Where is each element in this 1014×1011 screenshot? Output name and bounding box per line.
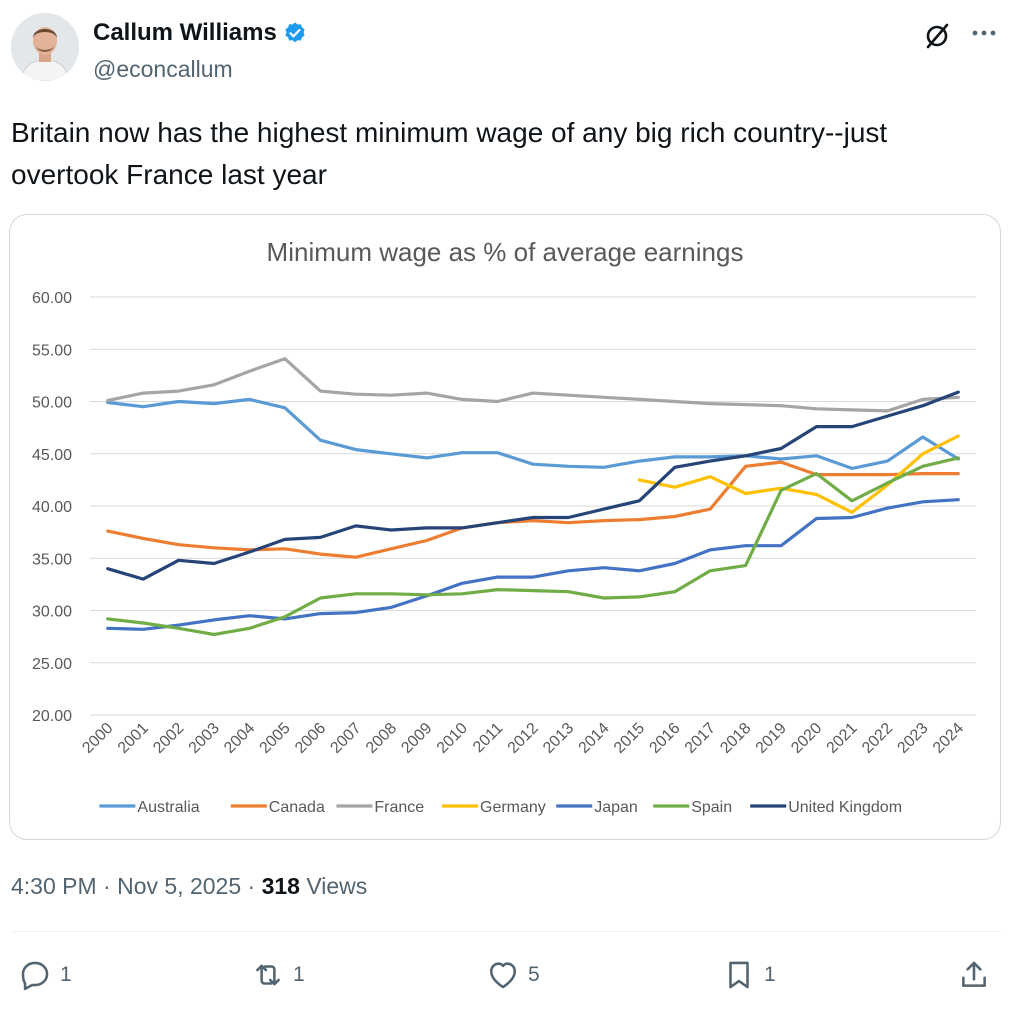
x-tick-label: 2009 bbox=[398, 720, 435, 757]
x-tick-label: 2016 bbox=[646, 720, 683, 757]
legend-label: Germany bbox=[480, 799, 546, 816]
series-line-australia bbox=[106, 397, 960, 470]
series-line-germany bbox=[637, 434, 960, 514]
x-tick-label: 2020 bbox=[788, 720, 825, 757]
like-count: 5 bbox=[528, 963, 540, 986]
grok-icon[interactable] bbox=[921, 20, 953, 52]
legend-label: Australia bbox=[137, 799, 199, 816]
x-tick-label: 2003 bbox=[186, 720, 223, 757]
bookmark-count: 1 bbox=[764, 963, 776, 986]
x-tick-label: 2018 bbox=[717, 720, 754, 757]
x-tick-label: 2001 bbox=[115, 720, 152, 757]
author-handle[interactable]: @econcallum bbox=[93, 56, 233, 82]
reply-count: 1 bbox=[60, 963, 72, 986]
share-icon bbox=[962, 961, 986, 987]
x-tick-label: 2021 bbox=[824, 720, 861, 757]
x-tick-label: 2000 bbox=[79, 720, 116, 757]
x-tick-label: 2012 bbox=[505, 720, 542, 757]
author-name[interactable]: Callum Williams bbox=[93, 19, 277, 46]
like-button[interactable]: 5 bbox=[486, 955, 540, 995]
x-tick-label: 2005 bbox=[257, 720, 294, 757]
legend-label: France bbox=[374, 799, 424, 816]
avatar[interactable] bbox=[11, 13, 79, 81]
x-tick-label: 2023 bbox=[894, 720, 931, 757]
x-tick-label: 2011 bbox=[470, 720, 506, 756]
share-button[interactable] bbox=[957, 955, 991, 995]
more-icon[interactable] bbox=[968, 20, 1000, 52]
x-tick-label: 2024 bbox=[930, 720, 967, 757]
legend-label: Canada bbox=[269, 799, 325, 816]
series-line-canada bbox=[106, 460, 960, 559]
author-name-row[interactable]: Callum Williams bbox=[93, 19, 307, 47]
views-count: 318 bbox=[261, 873, 300, 899]
bookmark-button[interactable]: 1 bbox=[722, 955, 776, 995]
x-tick-label: 2015 bbox=[611, 720, 648, 757]
x-tick-label: 2017 bbox=[682, 720, 719, 757]
timestamp[interactable]: 4:30 PM · Nov 5, 2025 · bbox=[11, 873, 262, 899]
legend-label: United Kingdom bbox=[788, 799, 902, 816]
x-tick-label: 2008 bbox=[363, 720, 400, 757]
tweet-metadata: 4:30 PM · Nov 5, 2025 · 318 Views bbox=[11, 873, 367, 900]
tweet-text: Britain now has the highest minimum wage… bbox=[11, 117, 888, 190]
x-tick-label: 2019 bbox=[753, 720, 790, 757]
y-tick-label: 20.00 bbox=[32, 708, 72, 725]
series-line-japan bbox=[106, 498, 960, 631]
bookmark-icon bbox=[729, 961, 749, 989]
line-chart: Minimum wage as % of average earnings 60… bbox=[32, 237, 976, 816]
chart-image-card[interactable]: Minimum wage as % of average earnings 60… bbox=[9, 214, 1001, 840]
legend-label: Japan bbox=[594, 799, 638, 816]
reply-icon bbox=[21, 961, 49, 991]
x-tick-label: 2022 bbox=[859, 720, 896, 757]
retweet-count: 1 bbox=[293, 963, 305, 986]
chart-title: Minimum wage as % of average earnings bbox=[267, 237, 744, 267]
verified-badge-icon[interactable] bbox=[283, 21, 307, 45]
x-tick-label: 2006 bbox=[292, 720, 329, 757]
reply-button[interactable]: 1 bbox=[18, 955, 72, 995]
series-line-spain bbox=[106, 456, 960, 637]
legend-label: Spain bbox=[691, 799, 732, 816]
divider bbox=[11, 931, 1001, 932]
avatar-image bbox=[11, 13, 79, 81]
x-tick-label: 2014 bbox=[576, 720, 613, 757]
y-tick-label: 40.00 bbox=[32, 499, 72, 516]
y-tick-label: 35.00 bbox=[32, 551, 72, 568]
y-tick-label: 55.00 bbox=[32, 342, 72, 359]
like-icon bbox=[489, 962, 517, 989]
y-tick-label: 45.00 bbox=[32, 447, 72, 464]
y-tick-label: 25.00 bbox=[32, 656, 72, 673]
x-tick-label: 2007 bbox=[327, 720, 364, 757]
series-line-france bbox=[106, 357, 960, 413]
y-tick-label: 30.00 bbox=[32, 604, 72, 621]
series-line-united-kingdom bbox=[106, 390, 960, 581]
y-tick-label: 50.00 bbox=[32, 395, 72, 412]
retweet-icon bbox=[256, 964, 280, 986]
x-tick-label: 2004 bbox=[221, 720, 258, 757]
y-tick-label: 60.00 bbox=[32, 290, 72, 307]
views-label: Views bbox=[299, 873, 368, 899]
x-tick-label: 2010 bbox=[434, 720, 471, 757]
retweet-button[interactable]: 1 bbox=[251, 955, 305, 995]
x-tick-label: 2013 bbox=[540, 720, 577, 757]
x-tick-label: 2002 bbox=[150, 720, 187, 757]
